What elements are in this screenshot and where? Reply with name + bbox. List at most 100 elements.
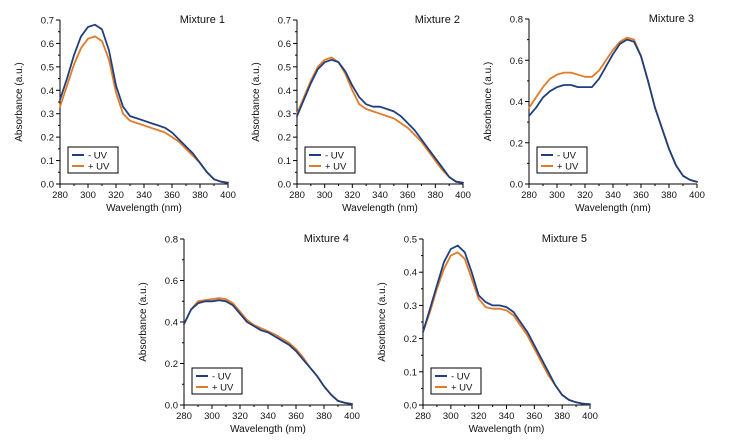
x-axis-label: Wavelength (nm) — [469, 424, 545, 435]
y-tick-label: 0.2 — [404, 334, 417, 345]
x-tick-label: 300 — [80, 190, 96, 201]
x-tick-label: 400 — [455, 190, 471, 201]
x-tick-label: 320 — [232, 411, 248, 422]
x-tick-label: 380 — [427, 190, 443, 201]
series-line-minus-uv — [528, 38, 698, 183]
y-tick-label: 0.1 — [404, 367, 417, 378]
y-tick-label: 0.4 — [165, 318, 178, 329]
y-tick-label: 0.4 — [278, 86, 291, 97]
x-tick-label: 300 — [317, 190, 333, 201]
x-tick-label: 340 — [605, 190, 621, 201]
y-tick-label: 0.3 — [404, 301, 417, 312]
panel-title: Mixture 1 — [180, 14, 225, 26]
x-axis-label: Wavelength (nm) — [575, 203, 651, 214]
legend-label: - UV — [451, 371, 471, 382]
x-tick-label: 380 — [192, 190, 208, 201]
legend-label: - UV — [212, 371, 232, 382]
series-line-plus-uv — [296, 56, 464, 184]
y-tick-label: 0.3 — [41, 109, 54, 120]
y-tick-label: 0.2 — [278, 133, 291, 144]
x-tick-label: 380 — [661, 190, 677, 201]
x-tick-label: 320 — [471, 411, 487, 422]
x-tick-label: 360 — [288, 411, 304, 422]
chart-panel-5: 280 300 320 340 360 380 400 0.0 0.1 0.2 0.3 0.4 0.5 W… — [377, 233, 598, 435]
x-tick-label: 360 — [526, 411, 542, 422]
series-line-minus-uv — [59, 23, 229, 184]
x-tick-label: 300 — [549, 190, 565, 201]
x-tick-label: 280 — [176, 411, 192, 422]
chart-panel-3: 280 300 320 340 360 380 400 0.0 0.2 0.4 0.6 0.8 Wave… — [483, 13, 705, 214]
y-tick-label: 0.1 — [41, 156, 54, 167]
chart-panel-2: 280 300 320 340 360 380 400 0.0 0.1 0.2 0.3 0.4 0.5 0… — [251, 14, 471, 214]
legend-label: - UV — [557, 150, 577, 161]
y-tick-label: 0.2 — [510, 138, 523, 149]
y-tick-label: 0.2 — [41, 133, 54, 144]
y-tick-label: 0.8 — [165, 235, 178, 246]
panel-title: Mixture 5 — [542, 233, 587, 245]
y-tick-label: 0.0 — [41, 180, 54, 191]
y-tick-label: 0.6 — [278, 39, 291, 50]
x-tick-label: 340 — [260, 411, 276, 422]
panel-title: Mixture 2 — [415, 14, 460, 26]
x-tick-label: 380 — [554, 411, 570, 422]
x-axis-label: Wavelength (nm) — [342, 203, 418, 214]
panel-title: Mixture 4 — [304, 233, 349, 245]
y-axis-label: Absorbance (a.u.) — [14, 62, 25, 142]
y-tick-label: 0.8 — [510, 15, 523, 26]
y-tick-label: 0.6 — [41, 39, 54, 50]
x-tick-label: 400 — [582, 411, 598, 422]
x-tick-label: 280 — [289, 190, 305, 201]
y-tick-label: 0.4 — [41, 86, 54, 97]
y-tick-label: 0.0 — [510, 180, 523, 191]
legend-box — [67, 146, 119, 174]
chart-panel-4: 280 300 320 340 360 380 400 0.0 0.2 0.4 0.6 0.8 Wave… — [138, 233, 360, 435]
legend-box — [304, 146, 356, 174]
x-tick-label: 300 — [443, 411, 459, 422]
legend-label: - UV — [88, 150, 108, 161]
legend-box — [536, 146, 588, 174]
y-tick-label: 0.0 — [165, 401, 178, 412]
x-tick-label: 380 — [316, 411, 332, 422]
y-tick-label: 0.5 — [404, 235, 417, 246]
legend-label: + UV — [451, 382, 473, 393]
y-axis-label: Absorbance (a.u.) — [483, 62, 494, 142]
series-line-minus-uv — [183, 299, 353, 405]
x-tick-label: 280 — [521, 190, 537, 201]
y-tick-label: 0.3 — [278, 109, 291, 120]
legend-label: + UV — [212, 382, 234, 393]
y-tick-label: 0.5 — [41, 62, 54, 73]
y-tick-label: 0.6 — [510, 56, 523, 67]
x-tick-label: 320 — [577, 190, 593, 201]
series-line-minus-uv — [296, 58, 464, 184]
legend-label: + UV — [557, 161, 579, 172]
x-tick-label: 340 — [372, 190, 388, 201]
x-tick-label: 280 — [415, 411, 431, 422]
y-tick-label: 0.7 — [278, 16, 291, 27]
x-tick-label: 320 — [108, 190, 124, 201]
x-tick-label: 400 — [689, 190, 705, 201]
x-tick-label: 400 — [220, 190, 236, 201]
x-tick-label: 360 — [164, 190, 180, 201]
legend-box — [191, 367, 243, 395]
y-tick-label: 0.7 — [41, 16, 54, 27]
x-tick-label: 340 — [136, 190, 152, 201]
y-tick-label: 0.4 — [510, 97, 523, 108]
legend-label: + UV — [325, 161, 347, 172]
y-tick-label: 0.1 — [278, 156, 291, 167]
y-tick-label: 0.0 — [404, 401, 417, 412]
y-axis-label: Absorbance (a.u.) — [251, 62, 262, 142]
x-axis-label: Wavelength (nm) — [230, 424, 306, 435]
x-axis-label: Wavelength (nm) — [106, 203, 182, 214]
y-tick-label: 0.2 — [165, 359, 178, 370]
y-tick-label: 0.5 — [278, 62, 291, 73]
x-tick-label: 400 — [344, 411, 360, 422]
legend-label: + UV — [88, 161, 110, 172]
y-axis-label: Absorbance (a.u.) — [138, 282, 149, 362]
x-tick-label: 320 — [344, 190, 360, 201]
legend-box — [430, 367, 482, 395]
x-tick-label: 300 — [204, 411, 220, 422]
chart-panel-1: 280 300 320 340 360 380 400 0.0 0.1 0.2 0.3 0.4 0.5 0… — [14, 14, 236, 214]
y-tick-label: 0.4 — [404, 268, 417, 279]
x-tick-label: 340 — [499, 411, 515, 422]
